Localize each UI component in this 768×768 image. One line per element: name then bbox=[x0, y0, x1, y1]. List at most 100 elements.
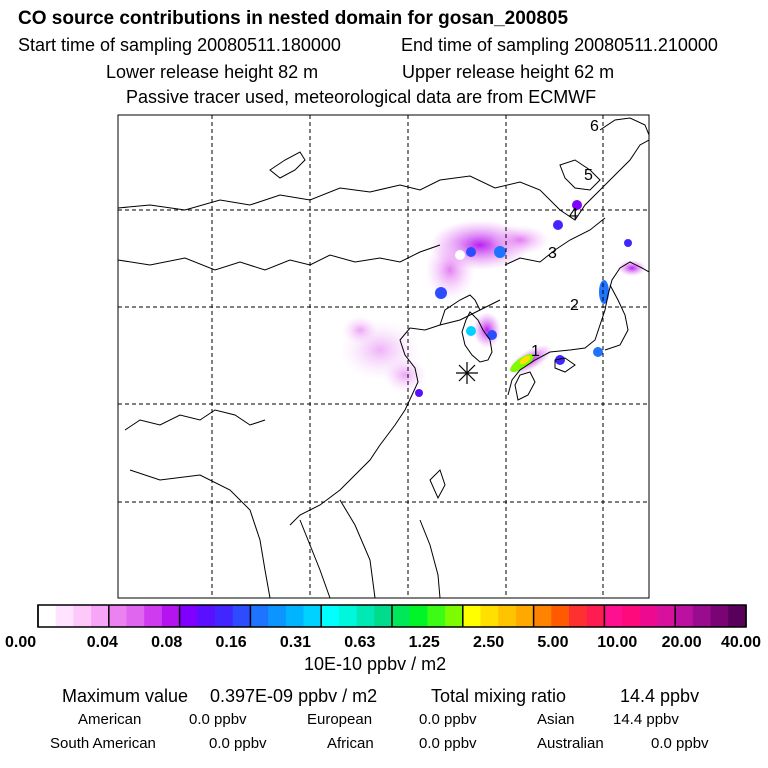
colorbar-cell bbox=[338, 605, 357, 627]
tracer-note-text: Passive tracer used, meteorological data… bbox=[126, 87, 597, 107]
colorbar-cell bbox=[409, 605, 428, 627]
plume-manchuria-east bbox=[490, 225, 550, 255]
bohai-coast bbox=[439, 294, 481, 326]
region-australian-label: Australian bbox=[537, 735, 604, 752]
colorbar-tick-label: 0.31 bbox=[280, 634, 311, 651]
colorbar-cell bbox=[728, 605, 747, 627]
max-value-text: 0.397E-09 ppbv / m2 bbox=[210, 686, 378, 706]
region-asian-label: Asian bbox=[537, 711, 575, 728]
colorbar-tick-label: 2.50 bbox=[473, 634, 504, 651]
source-contribution-map: 1 2 3 4 5 6 bbox=[117, 114, 650, 599]
colorbar-tick-label: 0.63 bbox=[344, 634, 375, 651]
indochina-border bbox=[299, 519, 331, 598]
colorbar-tick-label: 20.00 bbox=[662, 634, 702, 651]
region-south-american-label: South American bbox=[50, 735, 156, 752]
colorbar-tick-label: 5.00 bbox=[537, 634, 568, 651]
colorbar-cell bbox=[586, 605, 605, 627]
colorbar-cell bbox=[179, 605, 198, 627]
track-labels: 1 2 3 4 5 6 bbox=[531, 118, 599, 360]
region-european-value: 0.0 ppbv bbox=[419, 711, 477, 728]
colorbar-cell bbox=[321, 605, 340, 627]
shikoku bbox=[554, 357, 576, 373]
colorbar-cell bbox=[657, 605, 676, 627]
track-label-2: 2 bbox=[570, 297, 579, 314]
colorbar-cell bbox=[215, 605, 234, 627]
vietnam-coast bbox=[419, 519, 441, 598]
colorbar-cell bbox=[197, 605, 216, 627]
total-mixing-ratio-label: Total mixing ratio bbox=[431, 686, 567, 706]
colorbar-cell bbox=[639, 605, 658, 627]
border-mongolia bbox=[118, 244, 441, 271]
track-label-3: 3 bbox=[548, 245, 557, 262]
plume-field bbox=[340, 200, 646, 397]
plume-faint-west-2 bbox=[342, 316, 378, 344]
colorbar-cell bbox=[604, 605, 623, 627]
colorbar-cell bbox=[268, 605, 287, 627]
plume-core-4 bbox=[553, 220, 563, 230]
region-african-label: African bbox=[327, 735, 374, 752]
china-coast bbox=[289, 299, 501, 526]
region-south-american-value: 0.0 ppbv bbox=[209, 735, 267, 752]
region-american-value: 0.0 ppbv bbox=[189, 711, 247, 728]
region-american-label: American bbox=[78, 711, 142, 728]
colorbar-cell bbox=[392, 605, 411, 627]
colorbar-tick-label: 1.25 bbox=[409, 634, 440, 651]
colorbar-cell bbox=[515, 605, 534, 627]
taiwan bbox=[429, 469, 446, 500]
colorbar-units: 10E-10 ppbv / m2 bbox=[304, 654, 447, 674]
end-time-text: End time of sampling 20080511.210000 bbox=[401, 35, 718, 55]
colorbar-cell bbox=[462, 605, 481, 627]
colorbar-cell bbox=[692, 605, 711, 627]
colorbar-cell bbox=[73, 605, 92, 627]
colorbar-tick-label: 10.00 bbox=[597, 634, 637, 651]
korea-peninsula bbox=[461, 311, 493, 363]
plume-hokkaido bbox=[618, 260, 646, 276]
colorbar-cell bbox=[551, 605, 570, 627]
region-european-label: European bbox=[307, 711, 373, 728]
colorbar-tick-label: 0.04 bbox=[87, 634, 118, 651]
kyushu bbox=[514, 371, 536, 401]
colorbar-cell bbox=[480, 605, 499, 627]
plume-faint-west-3 bbox=[383, 357, 427, 393]
colorbar-cell bbox=[445, 605, 464, 627]
colorbar-cell bbox=[108, 605, 127, 627]
colorbar-cell bbox=[374, 605, 393, 627]
plume-shikoku bbox=[555, 355, 565, 365]
amur-river bbox=[504, 217, 606, 266]
colorbar-cell bbox=[569, 605, 588, 627]
plume-korea-core bbox=[466, 326, 476, 336]
colorbar-tick-label: 0.08 bbox=[151, 634, 182, 651]
sakhalin-north bbox=[599, 117, 649, 136]
colorbar-cell bbox=[622, 605, 641, 627]
colorbar-cell bbox=[232, 605, 251, 627]
plume-core-5 bbox=[572, 200, 582, 210]
start-time-text: Start time of sampling 20080511.180000 bbox=[18, 35, 341, 55]
plume-core-6 bbox=[624, 239, 632, 247]
total-mixing-ratio-value: 14.4 ppbv bbox=[620, 686, 700, 706]
india-border bbox=[129, 469, 271, 598]
colorbar-cell bbox=[126, 605, 145, 627]
track-label-6: 6 bbox=[590, 118, 599, 135]
map-frame bbox=[117, 114, 650, 599]
track-label-1: 1 bbox=[531, 343, 540, 360]
plot-title: CO source contributions in nested domain… bbox=[18, 8, 569, 29]
receptor-marker bbox=[456, 362, 478, 384]
plume-korea-core-2 bbox=[487, 330, 497, 340]
track-label-5: 5 bbox=[584, 167, 593, 184]
colorbar: 0.00 0.04 0.08 0.16 0.31 0.63 1.25 2.50 5.00 10.0… bbox=[5, 604, 761, 651]
grid-lines bbox=[118, 115, 649, 598]
lake-baikal bbox=[269, 151, 306, 179]
plume-kyushu-yellow bbox=[519, 355, 531, 365]
colorbar-cell bbox=[55, 605, 74, 627]
colorbar-cell bbox=[303, 605, 322, 627]
himalaya-border bbox=[124, 409, 266, 431]
colorbar-cell bbox=[285, 605, 304, 627]
colorbar-cell bbox=[38, 605, 57, 627]
region-australian-value: 0.0 ppbv bbox=[651, 735, 709, 752]
track-label-4: 4 bbox=[569, 206, 578, 223]
colorbar-cell bbox=[144, 605, 163, 627]
upper-release-height-text: Upper release height 62 m bbox=[402, 62, 615, 82]
plume-core-2 bbox=[466, 247, 476, 257]
indochina-border-2 bbox=[339, 499, 376, 598]
colorbar-tick-label: 40.00 bbox=[721, 634, 761, 651]
